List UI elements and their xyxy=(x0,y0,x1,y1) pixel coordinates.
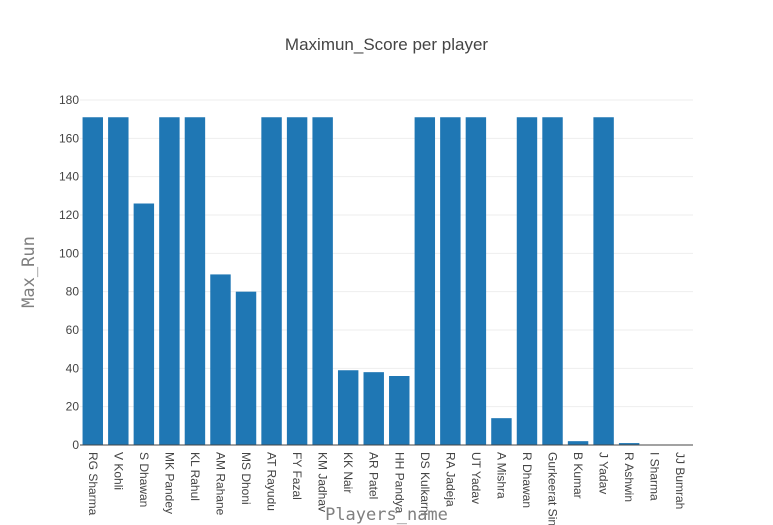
x-axis-ticks: RG Sharma V Kohli S Dhawan MK Pandey KL Rahu… xyxy=(86,452,687,525)
x-tick-label: I Sharma xyxy=(648,452,662,501)
bar xyxy=(210,274,231,445)
x-tick-label: KL Rahul xyxy=(188,452,202,501)
x-tick-label: AM Rahane xyxy=(213,452,227,516)
bar xyxy=(389,376,410,445)
x-tick-label: A Mishra xyxy=(494,452,508,499)
bar xyxy=(516,117,538,445)
y-tick-label: 20 xyxy=(66,400,80,414)
bar xyxy=(593,117,614,445)
x-tick-label: R Ashwin xyxy=(622,452,636,502)
bar xyxy=(312,117,333,445)
bar xyxy=(108,117,129,445)
y-tick-label: 60 xyxy=(66,323,80,337)
bar xyxy=(465,117,487,445)
bar xyxy=(184,117,206,445)
x-tick-label: V Kohli xyxy=(111,452,125,490)
bar xyxy=(567,441,589,445)
gridlines xyxy=(80,99,693,408)
bar xyxy=(286,117,308,445)
bar xyxy=(159,117,180,445)
x-tick-label: KM Jadhav xyxy=(316,452,330,512)
bar xyxy=(82,117,103,445)
x-tick-label: KK Nair xyxy=(341,452,355,493)
x-tick-label: UT Yadav xyxy=(469,452,483,504)
y-tick-label: 100 xyxy=(59,246,79,260)
x-tick-label: AT Rayudu xyxy=(265,452,279,511)
x-tick-label: R Dhawan xyxy=(520,452,534,508)
bar xyxy=(618,443,640,445)
bar xyxy=(363,372,384,445)
y-tick-label: 0 xyxy=(72,438,79,452)
y-tick-label: 180 xyxy=(59,93,79,107)
x-tick-label: HH Pandya xyxy=(392,452,406,514)
x-tick-label: AR Patel xyxy=(367,452,381,499)
bar xyxy=(491,418,512,445)
y-tick-label: 140 xyxy=(59,170,79,184)
x-tick-label: Gurkeerat Singh xyxy=(546,452,560,525)
y-tick-label: 160 xyxy=(59,131,79,145)
x-tick-label: FY Fazal xyxy=(290,452,304,500)
y-tick-label: 120 xyxy=(59,208,79,222)
x-tick-label: JJ Bumrah xyxy=(673,452,687,509)
bar xyxy=(337,370,359,445)
bar xyxy=(414,117,436,445)
y-tick-label: 80 xyxy=(66,285,80,299)
x-tick-label: MS Dhoni xyxy=(239,452,253,505)
bar xyxy=(133,203,155,445)
bar xyxy=(235,291,257,445)
y-axis-title: Max_Run xyxy=(19,236,39,308)
bar xyxy=(542,117,563,445)
x-tick-label: J Yadav xyxy=(597,452,611,494)
x-axis-title: Players_name xyxy=(325,505,448,525)
y-tick-label: 40 xyxy=(66,361,80,375)
x-tick-label: RA Jadeja xyxy=(443,452,457,507)
y-axis-ticks: 0 20 40 60 80 100 120 140 160 180 xyxy=(59,93,79,452)
bar xyxy=(261,117,282,445)
chart-title: Maximun_Score per player xyxy=(285,35,488,54)
bar xyxy=(440,117,461,445)
x-tick-label: RG Sharma xyxy=(86,452,100,516)
x-tick-label: MK Pandey xyxy=(162,452,176,514)
x-tick-label: DS Kulkarni xyxy=(418,452,432,515)
bars xyxy=(82,117,640,445)
x-tick-label: S Dhawan xyxy=(137,452,151,507)
x-tick-label: B Kumar xyxy=(571,452,585,499)
